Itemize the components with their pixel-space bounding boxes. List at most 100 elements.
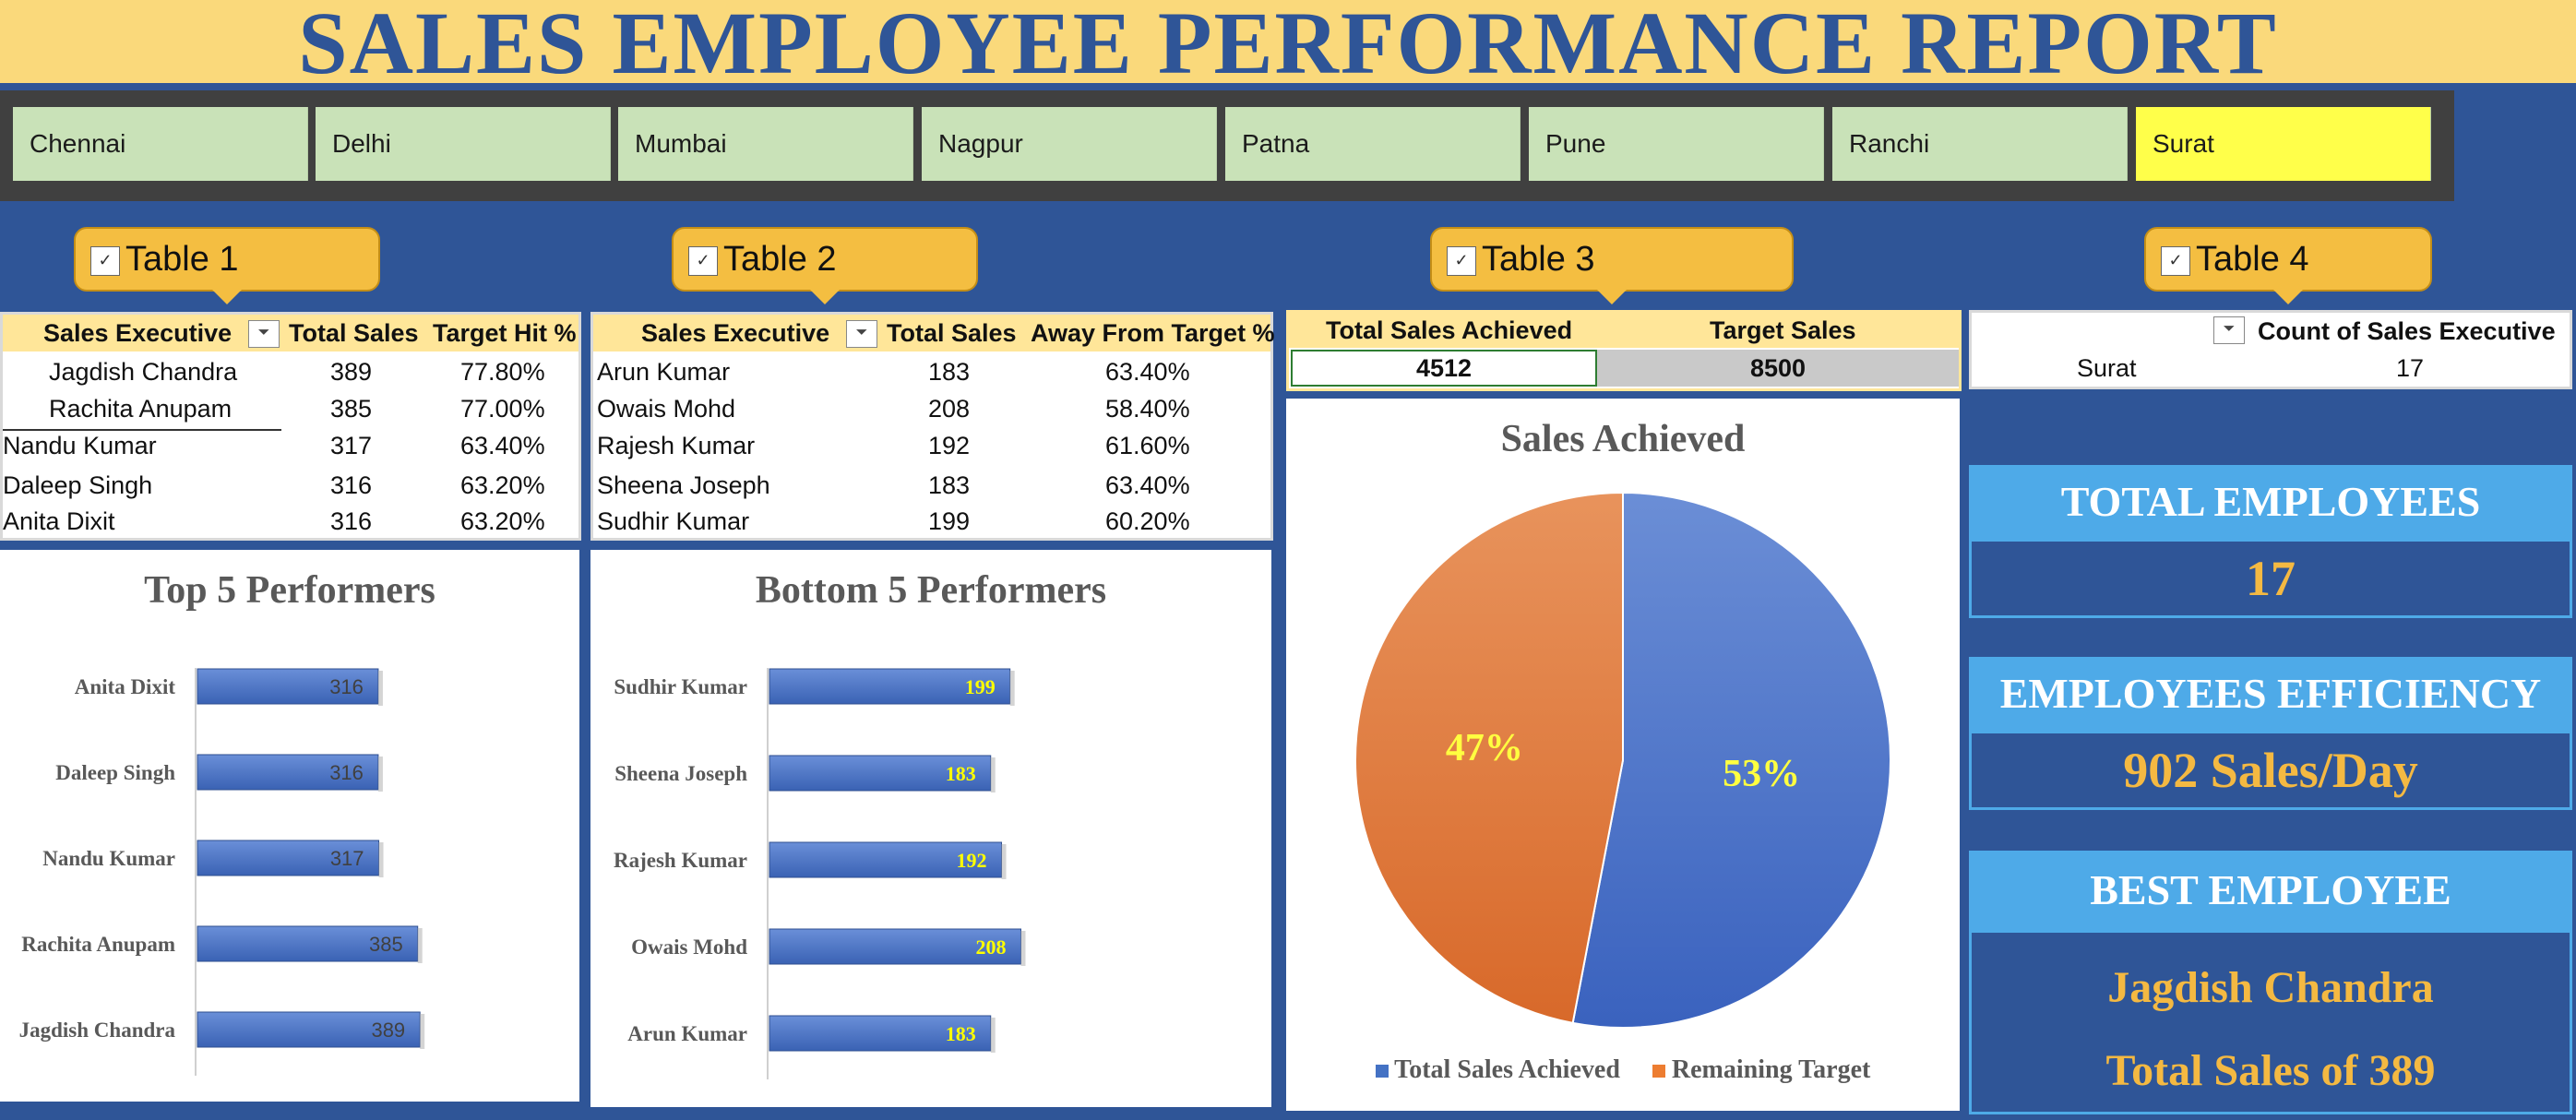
slicer-item-ranchi[interactable]: Ranchi: [1832, 107, 2128, 181]
table-cell: 183: [928, 471, 971, 499]
top5-chart-panel: Top 5 Performers Anita Dixit 316 Daleep Si…: [0, 550, 579, 1102]
bar-value-label: 192: [957, 849, 987, 872]
kpi-efficiency-label: EMPLOYEES EFFICIENCY: [1969, 657, 2572, 731]
bar-category-label: Anita Dixit: [75, 675, 176, 698]
report-title-bar: SALES EMPLOYEE PERFORMANCE REPORT: [0, 0, 2576, 88]
legend-label-achieved: Total Sales Achieved: [1394, 1055, 1620, 1084]
kpi-efficiency-value: 902 Sales/Day: [1969, 731, 2572, 810]
bar: [197, 925, 419, 962]
tab-table-1[interactable]: ✓ Table 1: [74, 227, 380, 304]
pie-slice: [1354, 491, 1624, 1025]
checkbox-icon[interactable]: ✓: [2161, 246, 2190, 276]
table-cell: Sheena Joseph: [597, 471, 770, 499]
bottom5-chart-panel: Bottom 5 Performers Sudhir Kumar 199 Sheen…: [590, 550, 1271, 1107]
tab-table-3[interactable]: ✓ Table 3: [1430, 227, 1794, 304]
top5-bar-chart: Anita Dixit 316 Daleep Singh 316 Nandu Kumar…: [19, 668, 425, 1076]
bar-value-label: 199: [965, 675, 996, 698]
tab-pointer: [2273, 290, 2303, 304]
column-header: Total Sales: [887, 319, 1017, 347]
table-header: [593, 315, 1270, 351]
table-header: [1289, 313, 1959, 348]
bar-category-label: Rachita Anupam: [21, 933, 175, 956]
table-cell: Jagdish Chandra: [49, 358, 238, 386]
bar-category-label: Nandu Kumar: [42, 847, 175, 870]
bar: [197, 668, 379, 705]
table-cell: 63.20%: [460, 507, 545, 535]
slicer-item-mumbai[interactable]: Mumbai: [618, 107, 913, 181]
table-2: Sales Executive ⏷ Total Sales Away From …: [590, 312, 1275, 541]
checkbox-icon[interactable]: ✓: [688, 246, 718, 276]
table-cell: 58.40%: [1105, 395, 1190, 423]
table-cell: 183: [928, 358, 971, 386]
table-cell: 63.20%: [460, 471, 545, 499]
table-cell: 17: [2396, 354, 2425, 382]
slicer-item-patna[interactable]: Patna: [1225, 107, 1521, 181]
table-cell: 61.60%: [1105, 432, 1190, 459]
bar-shadow: [1020, 931, 1026, 966]
table-cell: Rajesh Kumar: [597, 432, 756, 459]
best-employee-name: Jagdish Chandra: [2107, 963, 2434, 1012]
bar-shadow: [990, 757, 996, 792]
bar-value-label: 385: [369, 933, 403, 956]
tab-pointer: [212, 290, 242, 304]
table-cell: 385: [330, 395, 373, 423]
checkbox-icon[interactable]: ✓: [1447, 246, 1476, 276]
table-cell: 199: [928, 507, 971, 535]
tab-pointer: [810, 290, 840, 304]
table-1: Sales Executive ⏷ Total Sales Target Hit…: [0, 312, 581, 541]
tab-label: Table 1: [125, 240, 239, 279]
bar-shadow: [378, 842, 384, 877]
city-slicer: Chennai Delhi Mumbai Nagpur Patna Pune R…: [0, 90, 2454, 201]
tab-table-2[interactable]: ✓ Table 2: [672, 227, 978, 304]
table-cell: 63.40%: [460, 432, 545, 459]
bar-shadow: [377, 671, 383, 706]
table-cell: Arun Kumar: [597, 358, 731, 386]
bar: [769, 928, 1021, 965]
bar: [769, 841, 1003, 878]
table-cell: 63.40%: [1105, 471, 1190, 499]
kpi-total-employees-value: 17: [1969, 539, 2572, 618]
pie-value-label: 47%: [1446, 727, 1523, 769]
pie-slice: [1571, 491, 1891, 1029]
slicer-item-nagpur[interactable]: Nagpur: [922, 107, 1217, 181]
table-cell: 192: [928, 432, 971, 459]
legend-label-remaining: Remaining Target: [1671, 1055, 1871, 1084]
table-cell: Rachita Anupam: [49, 395, 233, 423]
bar-shadow: [1001, 844, 1007, 879]
kpi-best-employee-box: Jagdish Chandra Total Sales of 389: [1969, 930, 2572, 1114]
bar-category-label: Sheena Joseph: [614, 762, 747, 785]
achieved-value: 4512: [1415, 354, 1473, 382]
slicer-item-surat[interactable]: Surat: [2136, 107, 2431, 181]
chart-title: Bottom 5 Performers: [755, 569, 1107, 612]
column-header: Total Sales Achieved: [1326, 316, 1573, 344]
checkbox-icon[interactable]: ✓: [90, 246, 120, 276]
legend-swatch-remaining: [1652, 1065, 1665, 1078]
slicer-item-delhi[interactable]: Delhi: [316, 107, 611, 181]
bar: [769, 755, 992, 792]
table-cell: 60.20%: [1105, 507, 1190, 535]
column-header: Target Sales: [1710, 316, 1856, 344]
target-cell[interactable]: 8500: [1597, 350, 1959, 387]
bar: [197, 840, 380, 876]
filter-icon[interactable]: ⏷: [2213, 316, 2245, 344]
bar-value-label: 183: [946, 762, 976, 785]
tab-table-4[interactable]: ✓ Table 4: [2144, 227, 2432, 304]
sort-filter-icon[interactable]: ⏷: [248, 320, 280, 348]
report-title: SALES EMPLOYEE PERFORMANCE REPORT: [298, 0, 2278, 92]
column-header: Away From Target %: [1031, 319, 1275, 347]
bar-category-label: Owais Mohd: [631, 935, 747, 959]
table-cell: Daleep Singh: [3, 471, 153, 499]
table-cell: Owais Mohd: [597, 395, 736, 423]
best-employee-detail: Total Sales of 389: [2105, 1046, 2436, 1095]
slicer-item-pune[interactable]: Pune: [1529, 107, 1824, 181]
table-cell: 77.00%: [460, 395, 545, 423]
table-cell: Surat: [2077, 354, 2137, 382]
chart-title: Sales Achieved: [1500, 418, 1746, 460]
table-cell: 63.40%: [1105, 358, 1190, 386]
slicer-item-chennai[interactable]: Chennai: [13, 107, 308, 181]
column-header: Total Sales: [289, 319, 419, 347]
achieved-cell[interactable]: 4512: [1291, 350, 1597, 387]
sort-filter-icon[interactable]: ⏷: [846, 320, 877, 348]
column-header: Sales Executive: [641, 319, 830, 347]
bar-value-label: 208: [975, 935, 1006, 959]
